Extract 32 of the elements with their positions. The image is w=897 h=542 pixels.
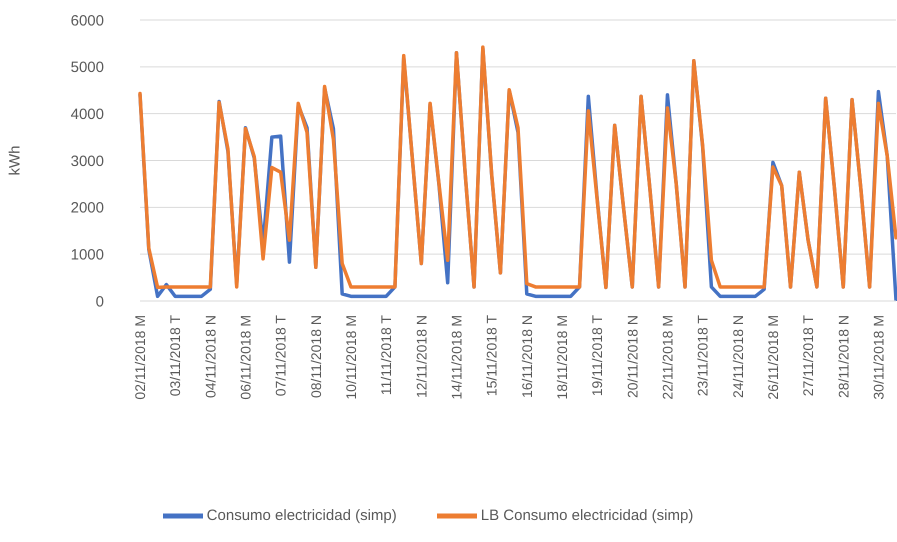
x-tick-label: 20/11/2018 N bbox=[624, 315, 640, 398]
x-tick-label: 02/11/2018 M bbox=[132, 315, 148, 400]
y-tick-label: 4000 bbox=[70, 106, 104, 123]
x-tick-label: 30/11/2018 M bbox=[870, 315, 886, 400]
x-tick-label: 12/11/2018 N bbox=[413, 315, 430, 398]
x-tick-label: 08/11/2018 N bbox=[308, 315, 324, 398]
y-tick-label: 6000 bbox=[70, 12, 104, 30]
x-tick-label: 07/11/2018 T bbox=[272, 314, 289, 396]
x-tick-label: 03/11/2018 T bbox=[167, 314, 184, 396]
x-tick-label: 23/11/2018 T bbox=[694, 314, 711, 396]
x-tick-label: 16/11/2018 N bbox=[518, 315, 535, 398]
x-tick-label: 04/11/2018 N bbox=[202, 315, 218, 398]
legend-label: Consumo electricidad (simp) bbox=[206, 506, 397, 524]
x-tick-label: 22/11/2018 M bbox=[659, 315, 676, 400]
y-tick-label: 3000 bbox=[70, 152, 104, 170]
y-tick-label: 5000 bbox=[70, 59, 104, 76]
x-tick-label: 10/11/2018 M bbox=[342, 315, 359, 400]
x-tick-label: 06/11/2018 M bbox=[237, 315, 254, 400]
x-tick-label: 18/11/2018 M bbox=[554, 315, 570, 400]
x-tick-label: 19/11/2018 T bbox=[589, 314, 606, 396]
x-tick-label: 14/11/2018 M bbox=[448, 315, 464, 400]
x-tick-label: 15/11/2018 T bbox=[484, 314, 500, 396]
x-tick-label: 11/11/2018 T bbox=[378, 314, 394, 396]
x-tick-label: 27/11/2018 T bbox=[800, 314, 816, 396]
y-tick-label: 0 bbox=[96, 293, 104, 310]
y-tick-label: 2000 bbox=[70, 200, 104, 217]
legend-label: LB Consumo electricidad (simp) bbox=[480, 506, 694, 524]
x-tick-label: 28/11/2018 N bbox=[835, 315, 852, 398]
x-tick-label: 26/11/2018 M bbox=[764, 315, 781, 400]
y-tick-label: 1000 bbox=[70, 246, 104, 264]
y-axis-title: kWh bbox=[6, 146, 24, 176]
x-tick-label: 24/11/2018 N bbox=[730, 315, 746, 398]
